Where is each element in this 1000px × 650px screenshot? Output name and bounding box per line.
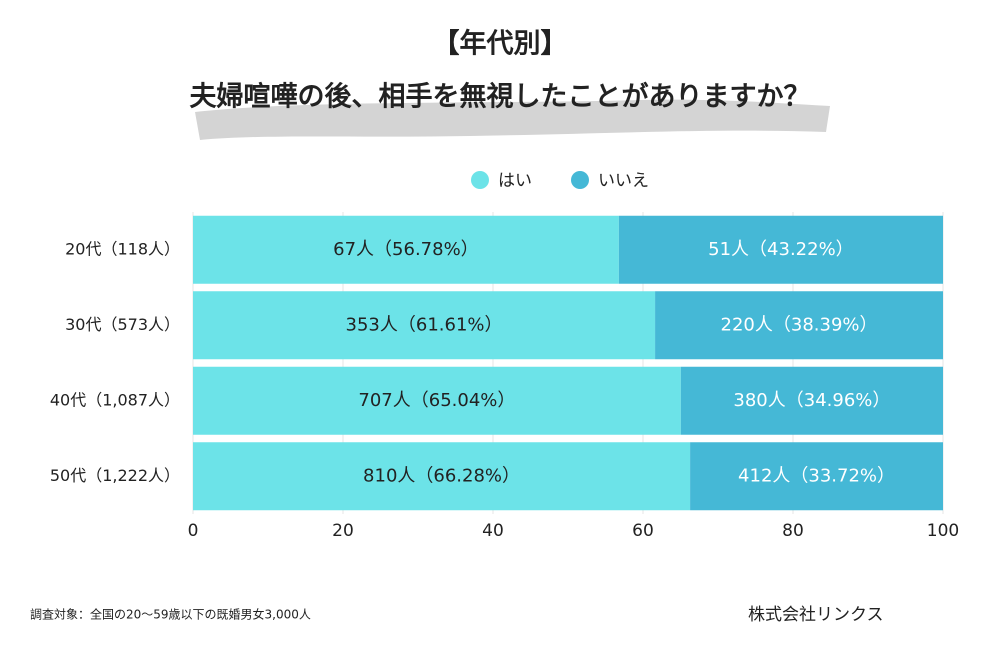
value-label: 220人（38.39%）: [721, 314, 878, 335]
value-label: 353人（61.61%）: [346, 314, 503, 335]
legend-swatch: [571, 171, 589, 189]
value-label: 51人（43.22%）: [708, 239, 854, 260]
value-label: 707人（65.04%）: [358, 390, 515, 411]
value-label: 810人（66.28%）: [363, 465, 520, 486]
value-label: 412人（33.72%）: [738, 465, 895, 486]
chart-title: 【年代別】: [433, 28, 568, 60]
legend-label: いいえ: [598, 171, 649, 191]
bar-segment: [193, 215, 619, 284]
value-label: 380人（34.96%）: [733, 390, 890, 411]
source: 株式会社リンクス: [748, 605, 884, 625]
footnote: 調査対象：全国の20〜59歳以下の既婚男女3,000人: [30, 607, 311, 622]
y-tick-label: 50代（1,222人）: [50, 466, 180, 485]
bar-segment: [690, 442, 943, 511]
bar-segment: [193, 442, 691, 511]
y-tick-label: 20代（118人）: [65, 239, 180, 258]
bar-segment: [618, 215, 943, 284]
bar-segment: [193, 291, 656, 360]
x-tick-label: 0: [188, 521, 199, 541]
x-tick-label: 100: [927, 521, 959, 541]
y-tick-label: 40代（1,087人）: [50, 390, 180, 409]
bar-segment: [680, 366, 943, 435]
value-label: 67人（56.78%）: [333, 239, 479, 260]
brush-stroke: [195, 99, 830, 140]
legend-label: はい: [498, 171, 532, 191]
bar-segment: [193, 366, 681, 435]
x-tick-label: 60: [632, 521, 654, 541]
legend-swatch: [471, 171, 489, 189]
bar-segment: [655, 291, 943, 360]
x-tick-label: 20: [332, 521, 354, 541]
x-tick-label: 80: [782, 521, 804, 541]
y-tick-label: 30代（573人）: [65, 315, 180, 334]
x-tick-label: 40: [482, 521, 504, 541]
chart-subtitle: 夫婦喧嘩の後、相手を無視したことがありますか？: [190, 81, 811, 113]
